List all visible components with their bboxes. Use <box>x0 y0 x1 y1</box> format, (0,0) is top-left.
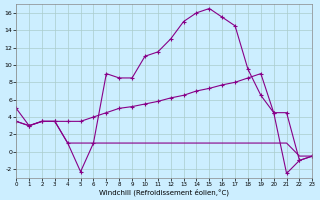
X-axis label: Windchill (Refroidissement éolien,°C): Windchill (Refroidissement éolien,°C) <box>99 188 229 196</box>
